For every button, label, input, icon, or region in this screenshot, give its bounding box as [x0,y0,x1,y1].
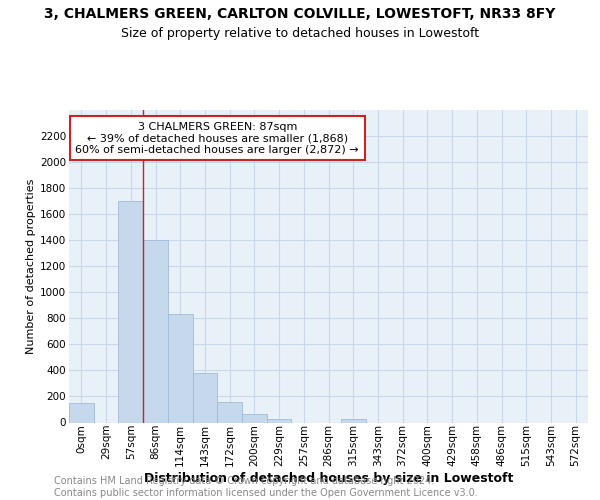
Bar [267,419,292,422]
Y-axis label: Number of detached properties: Number of detached properties [26,178,36,354]
Bar [118,201,143,422]
X-axis label: Distribution of detached houses by size in Lowestoft: Distribution of detached houses by size … [144,472,513,484]
Text: 3 CHALMERS GREEN: 87sqm
← 39% of detached houses are smaller (1,868)
60% of semi: 3 CHALMERS GREEN: 87sqm ← 39% of detache… [76,122,359,155]
Text: Size of property relative to detached houses in Lowestoft: Size of property relative to detached ho… [121,28,479,40]
Bar [168,314,193,422]
Bar [341,419,365,422]
Bar [217,402,242,422]
Text: 3, CHALMERS GREEN, CARLTON COLVILLE, LOWESTOFT, NR33 8FY: 3, CHALMERS GREEN, CARLTON COLVILLE, LOW… [44,8,556,22]
Text: Contains HM Land Registry data © Crown copyright and database right 2024.
Contai: Contains HM Land Registry data © Crown c… [54,476,478,498]
Bar [143,240,168,422]
Bar [193,373,217,422]
Bar [69,403,94,422]
Bar [242,414,267,422]
